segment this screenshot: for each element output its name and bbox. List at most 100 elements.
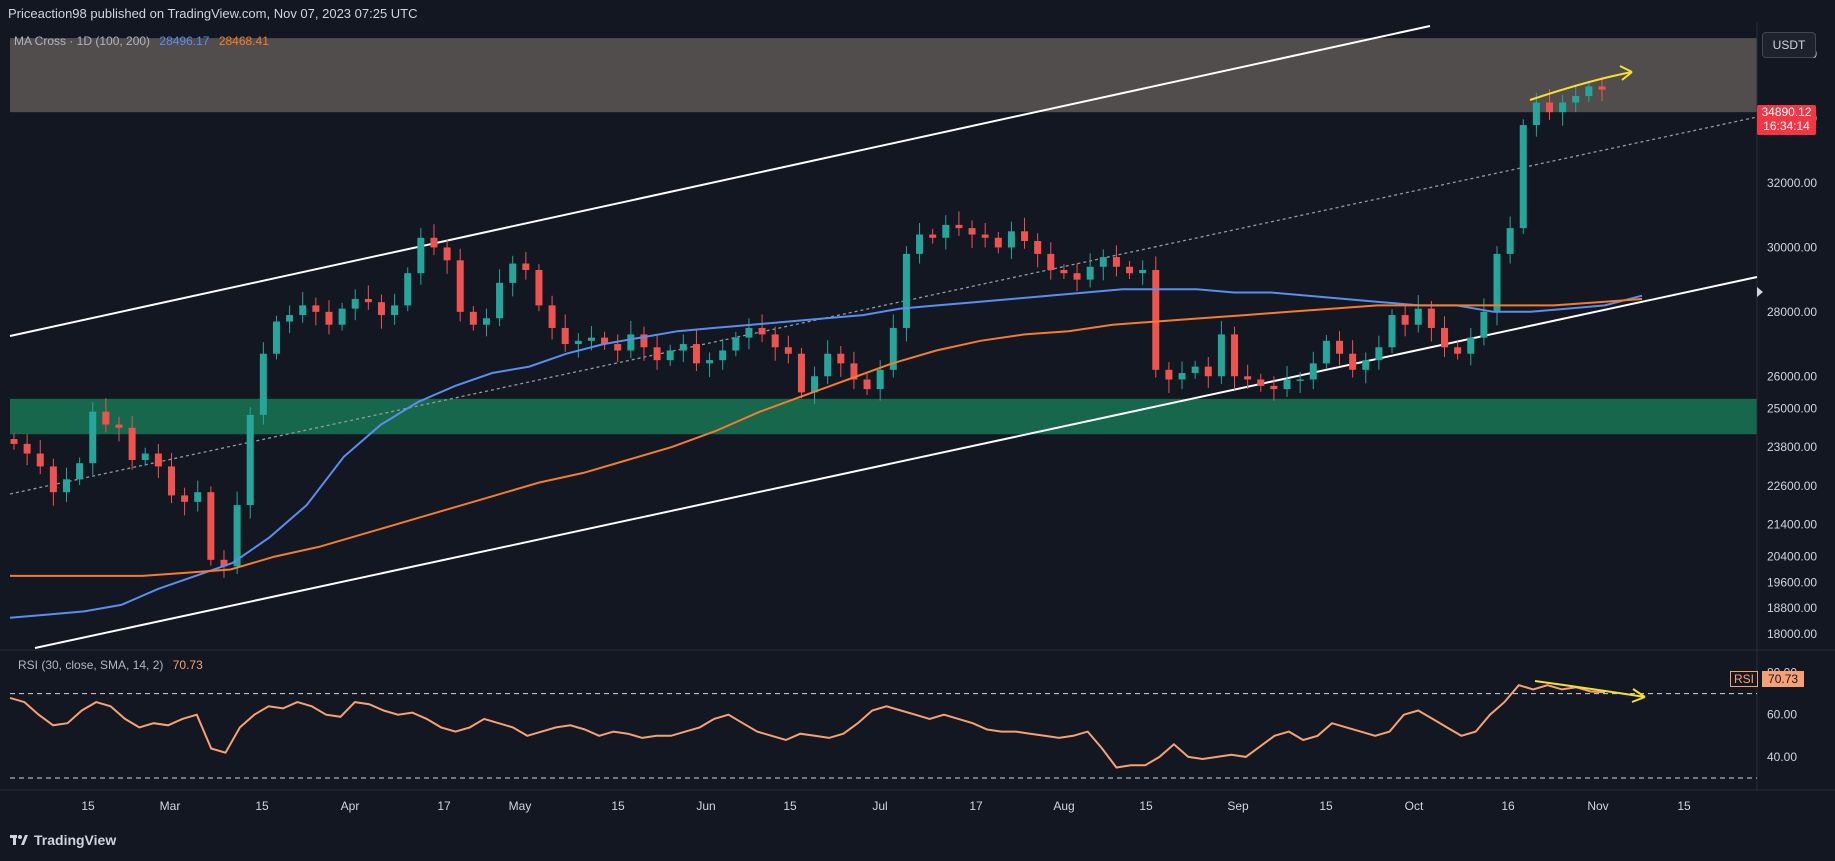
candle-body (797, 353, 805, 393)
candle-body (1060, 269, 1068, 274)
candle (653, 335, 661, 370)
candle (1086, 253, 1094, 288)
candle-body (391, 305, 399, 316)
candle-body (771, 334, 779, 348)
candle (338, 302, 346, 331)
channel-upper-line[interactable] (9, 25, 1431, 337)
candle-body (364, 298, 372, 303)
candle-body (889, 327, 897, 370)
candle (391, 293, 399, 325)
time-tick-label: Aug (1053, 799, 1074, 813)
candle (430, 224, 438, 256)
candle (417, 228, 425, 285)
ma200-line[interactable] (10, 298, 1643, 577)
candle (1191, 360, 1199, 379)
candle-body (496, 282, 504, 319)
channel-mid-line[interactable] (9, 116, 1758, 495)
price-tick-label: 21400.00 (1767, 517, 1817, 531)
candle (1598, 76, 1606, 102)
ma-cross-label[interactable]: MA Cross · 1D (100, 200) 28496.17 28468.… (14, 34, 269, 48)
candle-body (233, 505, 241, 567)
candle (968, 220, 976, 249)
candle (246, 407, 254, 519)
candle (1493, 246, 1501, 326)
candle (719, 338, 727, 370)
candle-body (469, 311, 477, 325)
candle (902, 246, 910, 342)
candle (194, 480, 202, 512)
published-line: Priceaction98 published on TradingView.c… (8, 6, 418, 21)
candle (115, 416, 123, 442)
candle (1007, 221, 1015, 260)
candle-body (62, 479, 70, 493)
candle (36, 440, 44, 475)
candle-body (850, 363, 858, 380)
candle-body (49, 466, 57, 493)
candle (1296, 371, 1304, 394)
currency-button[interactable]: USDT (1762, 32, 1816, 58)
tradingview-brand[interactable]: TradingView (10, 832, 116, 848)
candle-body (1165, 369, 1173, 380)
candle (456, 248, 464, 322)
candle-body (548, 305, 556, 328)
rsi-down-arrow[interactable] (1534, 680, 1646, 698)
candle (1178, 361, 1186, 390)
candle (1021, 217, 1029, 249)
candle-body (1467, 337, 1475, 354)
candle (1427, 300, 1435, 342)
candle (220, 550, 228, 578)
candle-body (942, 224, 950, 238)
ma-cross-name: MA Cross · 1D (100, 200) (14, 34, 151, 48)
candle (706, 352, 714, 377)
candle-body (614, 344, 622, 351)
candle-body (312, 305, 320, 312)
candle-body (482, 318, 490, 325)
candle (181, 487, 189, 516)
candle-body (1427, 308, 1435, 328)
time-tick-label: Oct (1405, 799, 1424, 813)
time-tick-label: 16 (1501, 799, 1515, 813)
candle (364, 285, 372, 310)
candle-body (824, 353, 832, 377)
candle-body (1296, 379, 1304, 381)
candle (49, 458, 57, 506)
time-tick-label: 15 (1139, 799, 1153, 813)
rsi-down-arrowhead (1631, 688, 1646, 703)
candle (1572, 84, 1580, 113)
candle-body (1388, 315, 1396, 348)
candle (797, 347, 805, 399)
candle (1388, 309, 1396, 354)
rsi-line[interactable] (9, 684, 1606, 769)
ma200-value: 28468.41 (218, 34, 269, 48)
rsi-tag: RSI 70.73 (1730, 671, 1805, 687)
candle (981, 222, 989, 248)
candle (863, 373, 871, 395)
candle (1204, 356, 1212, 388)
candle-body (194, 492, 202, 502)
candle (167, 452, 175, 504)
rsi-label[interactable]: RSI (30, close, SMA, 14, 2) 70.73 (18, 658, 203, 672)
candle (1112, 245, 1120, 277)
rsi-tag-name: RSI (1730, 671, 1759, 687)
candle-body (1257, 379, 1265, 386)
candle (272, 315, 280, 360)
candle (1270, 376, 1278, 401)
scroll-right-icon[interactable] (1757, 287, 1763, 297)
candle-body (640, 334, 648, 348)
candle (482, 308, 490, 337)
ma100-line[interactable] (9, 288, 1643, 619)
candle (207, 486, 215, 566)
candle-body (272, 321, 280, 354)
candle (732, 331, 740, 357)
candle (1257, 373, 1265, 392)
candle (1322, 335, 1330, 370)
candle-body (1086, 266, 1094, 280)
candle (154, 443, 162, 479)
candle (955, 211, 963, 236)
candle-body (1204, 366, 1212, 377)
candle (1309, 351, 1317, 390)
price-up-arrow[interactable] (1529, 71, 1633, 101)
candle-body (968, 228, 976, 235)
candle-body (1073, 273, 1081, 280)
